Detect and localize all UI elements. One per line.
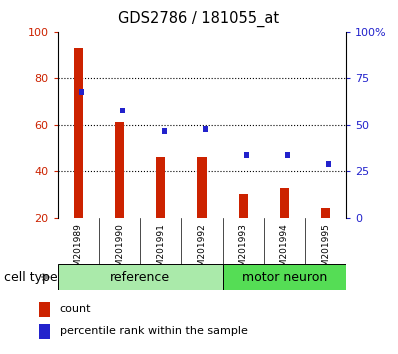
Text: count: count	[60, 304, 92, 314]
Bar	[79, 89, 84, 95]
Text: GSM201990: GSM201990	[115, 223, 124, 278]
Bar	[58, 264, 222, 290]
Bar	[203, 126, 208, 132]
Bar	[115, 122, 124, 218]
Bar	[321, 209, 330, 218]
Text: GSM201989: GSM201989	[74, 223, 83, 278]
Text: GDS2786 / 181055_at: GDS2786 / 181055_at	[119, 11, 279, 27]
Bar	[156, 157, 165, 218]
Bar	[197, 157, 207, 218]
Text: GSM201992: GSM201992	[197, 223, 207, 278]
Bar	[39, 302, 50, 317]
Bar	[326, 161, 332, 167]
Bar	[280, 188, 289, 218]
Bar	[162, 128, 166, 134]
Text: GSM201993: GSM201993	[239, 223, 248, 278]
Text: reference: reference	[110, 270, 170, 284]
Bar	[74, 48, 83, 218]
Text: cell type: cell type	[4, 270, 58, 284]
Text: GSM201994: GSM201994	[280, 223, 289, 278]
Bar	[39, 324, 50, 339]
Bar	[222, 264, 346, 290]
Text: GSM201991: GSM201991	[156, 223, 165, 278]
Bar	[244, 152, 249, 158]
Text: GSM201995: GSM201995	[321, 223, 330, 278]
Text: motor neuron: motor neuron	[242, 270, 327, 284]
Bar	[239, 194, 248, 218]
Bar	[120, 108, 125, 113]
Text: percentile rank within the sample: percentile rank within the sample	[60, 326, 248, 336]
Bar	[285, 152, 290, 158]
